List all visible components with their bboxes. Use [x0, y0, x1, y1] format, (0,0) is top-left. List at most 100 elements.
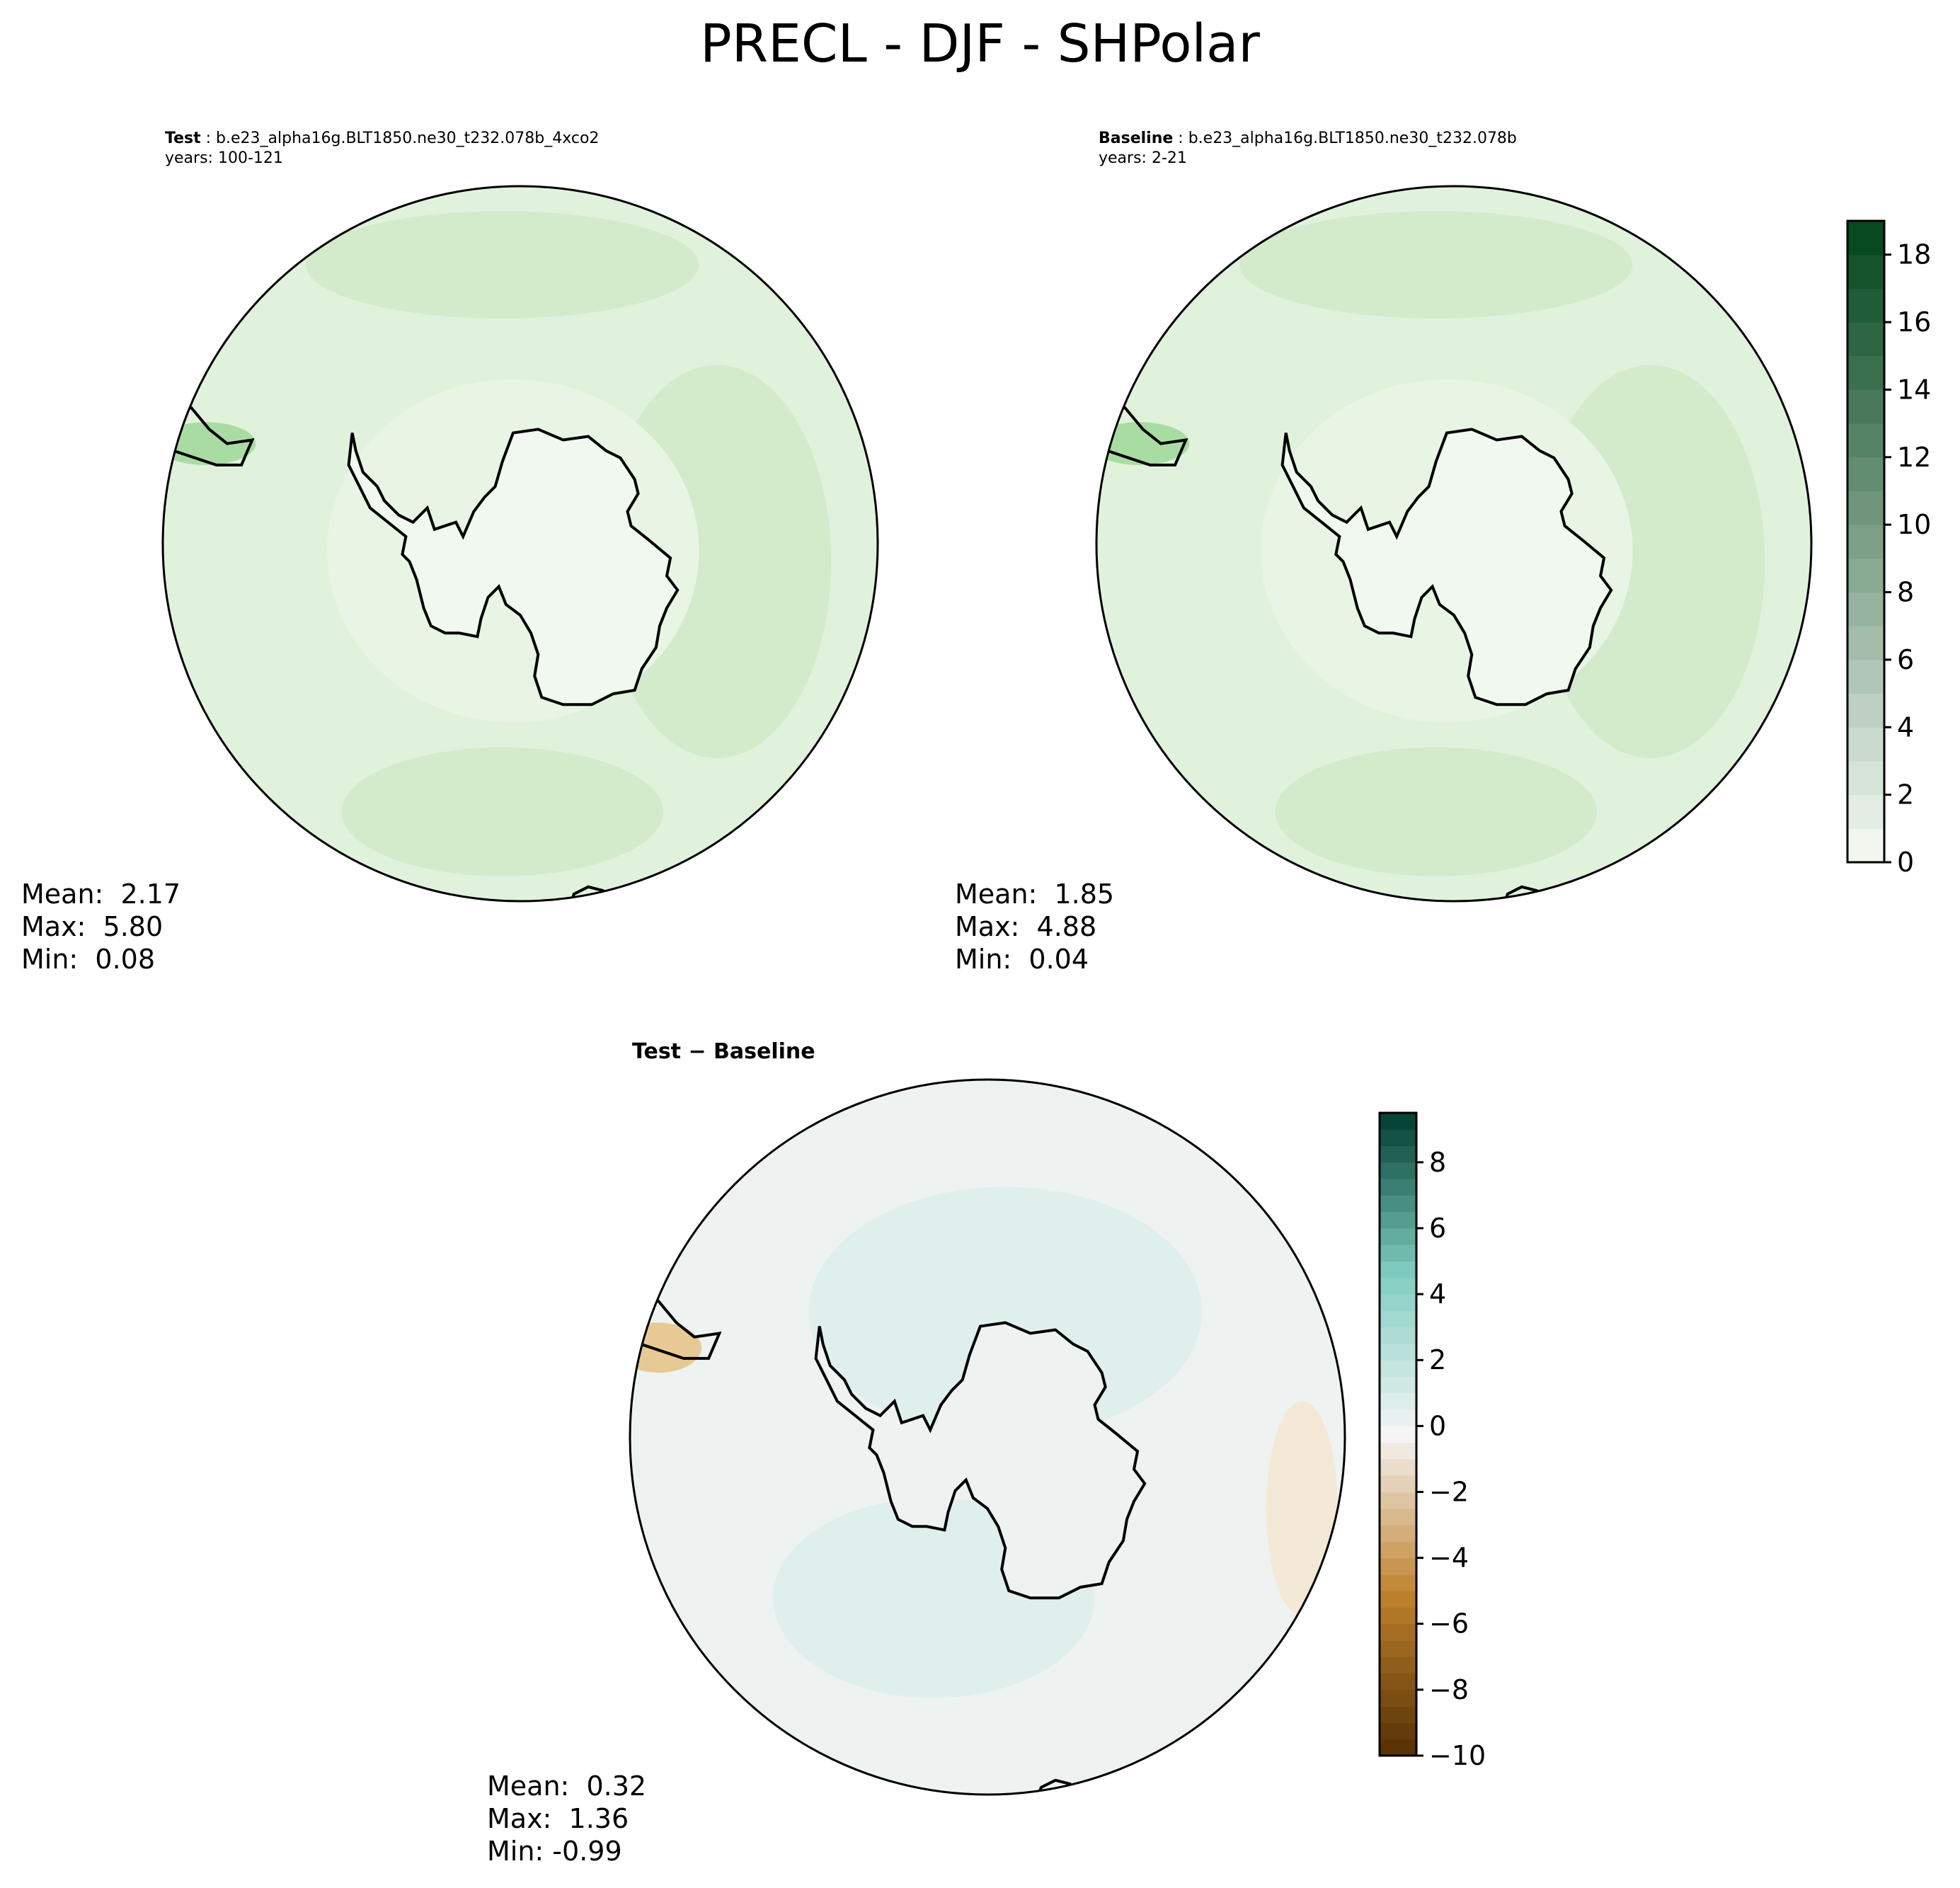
test-map	[161, 185, 879, 903]
diff-colorbar-level	[1380, 1392, 1416, 1410]
diff-colorbar-level	[1380, 1673, 1416, 1690]
test-antarctica-fill	[348, 429, 678, 705]
diff-colorbar-level	[1380, 1706, 1416, 1723]
diff-colorbar-level	[1380, 1409, 1416, 1426]
baseline-mean: Mean: 1.85	[955, 879, 1115, 910]
diff-colorbar-level	[1380, 1327, 1416, 1344]
baseline-case-name: : b.e23_alpha16g.BLT1850.ne30_t232.078b	[1173, 130, 1517, 147]
abs-colorbar-level	[1847, 221, 1884, 256]
diff-min: Min: -0.99	[487, 1836, 622, 1867]
abs-colorbar-level	[1847, 288, 1884, 323]
diff-colorbar-level	[1380, 1557, 1416, 1575]
abs-colorbar-tick-label: 10	[1897, 509, 1931, 540]
diff-colorbar-level	[1380, 1360, 1416, 1378]
diff-max: Max: 1.36	[487, 1803, 629, 1834]
diff-stats: Mean: 0.32 Max: 1.36 Min: -0.99	[487, 1770, 646, 1867]
diff-colorbar-level	[1380, 1261, 1416, 1278]
baseline-field-peak	[1096, 422, 1190, 465]
diff-colorbar-level	[1380, 1492, 1416, 1509]
diff-field-brown-east	[1266, 1401, 1338, 1616]
diff-colorbar-tick-label: 6	[1429, 1213, 1446, 1244]
diff-colorbar-tick-label: −4	[1429, 1543, 1469, 1574]
baseline-field-band-north	[1239, 211, 1633, 319]
diff-colorbar-level	[1380, 1245, 1416, 1262]
diff-colorbar-level	[1380, 1739, 1416, 1756]
diff-colorbar-level	[1380, 1541, 1416, 1559]
diff-colorbar: −10 −8 −6 −4 −2 0 2 4 6 8	[1378, 1111, 1486, 1771]
test-field-peak	[163, 422, 256, 465]
baseline-max: Max: 4.88	[955, 911, 1097, 942]
abs-colorbar-level	[1847, 355, 1884, 390]
diff-colorbar-tick-label: 0	[1429, 1410, 1446, 1441]
abs-colorbar-tick-label: 14	[1897, 374, 1931, 405]
test-min: Min: 0.08	[21, 944, 155, 975]
test-field-band-north	[306, 211, 699, 319]
diff-colorbar-level	[1380, 1475, 1416, 1492]
baseline-stats: Mean: 1.85 Max: 4.88 Min: 0.04	[955, 878, 1114, 976]
diff-colorbar-level	[1380, 1607, 1416, 1625]
test-max: Max: 5.80	[21, 911, 164, 942]
baseline-map	[1095, 185, 1813, 903]
abs-colorbar-level	[1847, 491, 1884, 525]
test-years: years: 100-121	[165, 149, 283, 167]
diff-colorbar-level	[1380, 1277, 1416, 1295]
baseline-antarctica-fill	[1282, 429, 1612, 705]
abs-colorbar-level	[1847, 322, 1884, 357]
abs-colorbar: 0 2 4 6 8 10 12 14 16 18	[1846, 219, 1931, 878]
diff-colorbar-tick-label: −8	[1429, 1674, 1469, 1705]
abs-colorbar-level	[1847, 659, 1884, 694]
baseline-years: years: 2-21	[1099, 149, 1187, 167]
test-field-band-south	[341, 747, 663, 876]
diff-colorbar-level	[1380, 1442, 1416, 1460]
diff-colorbar-level	[1380, 1689, 1416, 1707]
diff-colorbar-level	[1380, 1179, 1416, 1196]
diff-colorbar-level	[1380, 1162, 1416, 1179]
abs-colorbar-level	[1847, 525, 1884, 559]
baseline-field	[1096, 186, 1811, 901]
abs-colorbar-tick-label: 18	[1897, 239, 1931, 270]
abs-colorbar-level	[1847, 794, 1884, 829]
baseline-field-band-south	[1275, 747, 1597, 876]
diff-colorbar-level	[1380, 1657, 1416, 1674]
baseline-antarctica-coast	[1280, 428, 1613, 706]
baseline-panel-title: Baseline : b.e23_alpha16g.BLT1850.ne30_t…	[1099, 129, 1517, 168]
abs-colorbar-level	[1847, 457, 1884, 491]
diff-mean: Mean: 0.32	[487, 1770, 647, 1802]
baseline-label: Baseline	[1099, 130, 1174, 147]
test-map-boundary	[161, 185, 879, 903]
abs-colorbar-level	[1847, 592, 1884, 627]
abs-colorbar-tick-label: 8	[1897, 577, 1914, 608]
diff-colorbar-level	[1380, 1129, 1416, 1147]
test-label: Test	[165, 130, 201, 147]
abs-colorbar-level	[1847, 828, 1884, 863]
diff-colorbar-level	[1380, 1426, 1416, 1443]
diff-colorbar-tick-label: 8	[1429, 1147, 1446, 1178]
diff-colorbar-tick-label: −6	[1429, 1608, 1469, 1640]
diff-panel-title: Test − Baseline	[632, 1039, 815, 1064]
abs-colorbar-level	[1847, 254, 1884, 289]
abs-colorbar-level	[1847, 558, 1884, 593]
abs-colorbar-level	[1847, 626, 1884, 660]
abs-colorbar-tick-label: 2	[1897, 779, 1914, 811]
baseline-south-america-coast	[1101, 406, 1188, 467]
abs-colorbar-level	[1847, 727, 1884, 762]
diff-map	[629, 1078, 1346, 1796]
diff-colorbar-level	[1380, 1294, 1416, 1311]
diff-colorbar-level	[1380, 1508, 1416, 1526]
diff-antarctica-coast	[814, 1321, 1147, 1600]
baseline-map-boundary	[1095, 185, 1813, 903]
diff-colorbar-level	[1380, 1113, 1416, 1130]
baseline-min: Min: 0.04	[955, 944, 1089, 975]
diff-colorbar-level	[1380, 1145, 1416, 1163]
diff-colorbar-level	[1380, 1640, 1416, 1657]
diff-colorbar-level	[1380, 1228, 1416, 1245]
abs-colorbar-tick-label: 12	[1897, 442, 1931, 473]
test-mean: Mean: 2.17	[21, 879, 181, 910]
diff-map-boundary	[629, 1078, 1346, 1796]
diff-colorbar-level	[1380, 1591, 1416, 1608]
diff-south-america-coast	[635, 1300, 722, 1360]
test-panel-title: Test : b.e23_alpha16g.BLT1850.ne30_t232.…	[165, 129, 599, 168]
diff-colorbar-tick-label: 2	[1429, 1344, 1446, 1375]
diff-colorbar-level	[1380, 1195, 1416, 1213]
